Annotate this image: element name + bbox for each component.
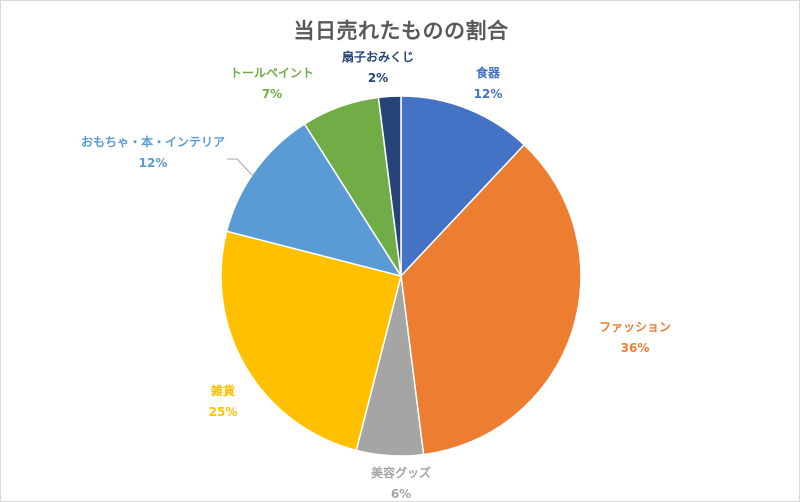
data-labels: 食器 12% ファッション 36% 美容グッズ 6% 雑貨 25% おもちゃ・本・インテリア 12… (81, 49, 671, 501)
chart-title: 当日売れたものの割合 (293, 19, 509, 43)
slice-label-5: おもちゃ・本・インテリア (81, 134, 225, 149)
slice-value-1: 12% (474, 87, 503, 101)
slice-label-3: 美容グッズ (371, 465, 431, 480)
pie-slice-2 (400, 143, 582, 456)
slice-value-4: 25% (209, 405, 238, 419)
slice-value-5: 12% (139, 156, 168, 170)
slice-value-3: 6% (391, 487, 411, 501)
slice-value-6: 7% (262, 87, 282, 101)
slice-value-2: 36% (621, 341, 650, 355)
slice-label-7: 扇子おみくじ (342, 49, 414, 64)
slice-label-6: トールペイント (230, 66, 314, 80)
slice-label-4: 雑貨 (210, 383, 235, 398)
pie-slices (220, 95, 582, 457)
slice-value-7: 2% (368, 71, 388, 85)
leader-line-5 (227, 158, 254, 177)
leader-lines (227, 158, 254, 177)
pie-slice-4 (220, 230, 402, 452)
pie-slice-1 (400, 95, 526, 278)
slice-label-1: 食器 (475, 65, 501, 80)
pie-slice-7 (377, 95, 402, 277)
pie-slice-5 (225, 122, 403, 278)
slice-label-2: ファッション (599, 320, 671, 334)
